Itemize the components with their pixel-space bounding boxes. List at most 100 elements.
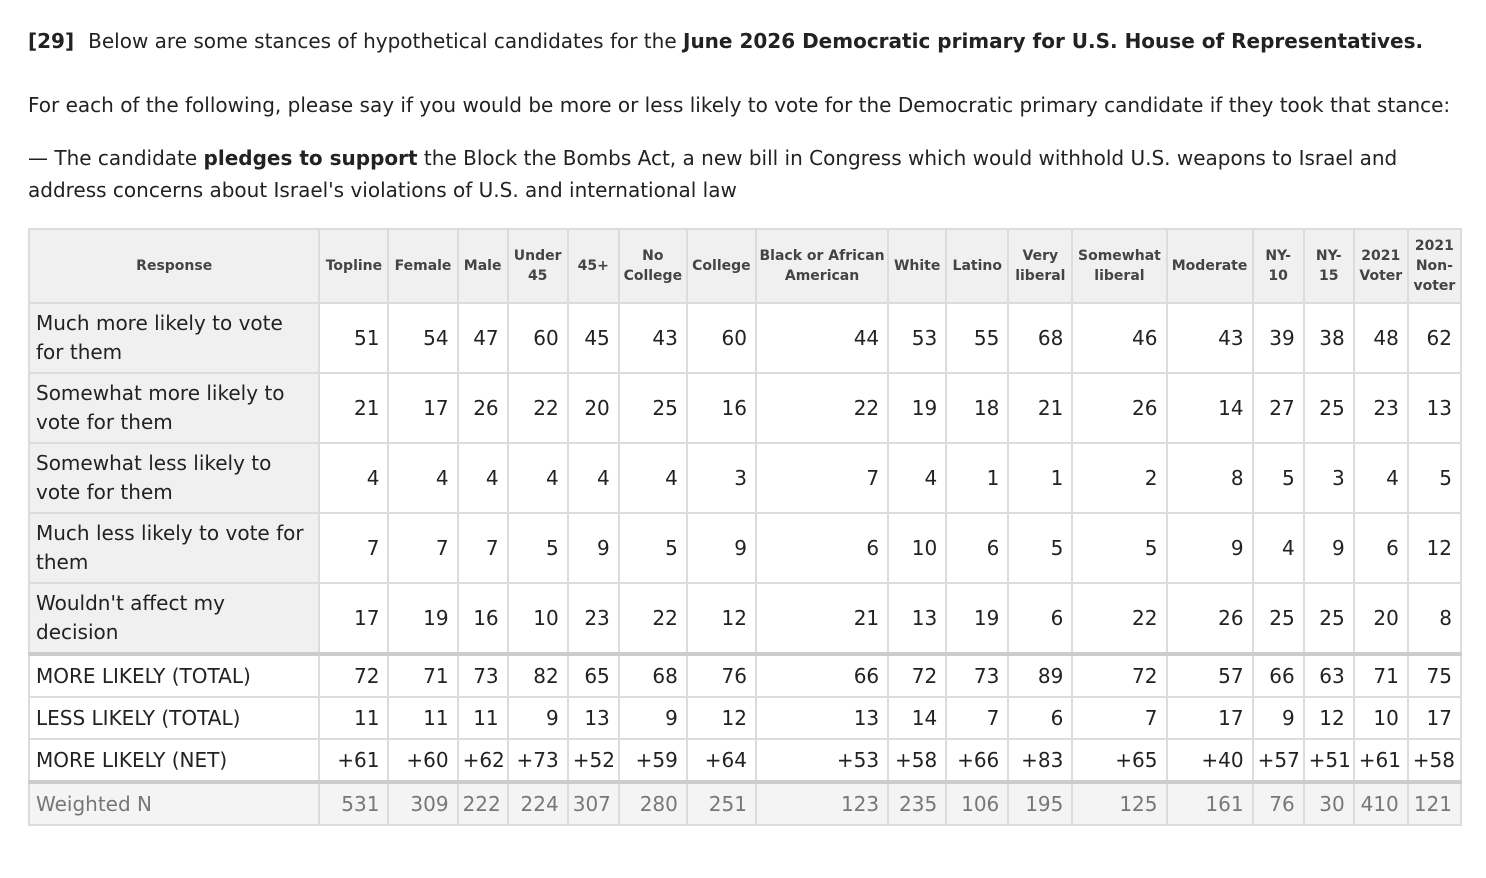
- table-cell: 10: [887, 512, 948, 584]
- table-cell: 161: [1165, 780, 1254, 826]
- table-cell: 60: [685, 302, 757, 374]
- table-cell: +57: [1251, 738, 1305, 783]
- table-cell: 82: [506, 652, 569, 698]
- table-cell: +64: [685, 738, 757, 783]
- table-cell: 66: [754, 652, 890, 698]
- table-cell: 5: [1071, 512, 1168, 584]
- table-cell: 25: [617, 372, 688, 444]
- table-cell: 307: [566, 780, 620, 826]
- table-cell: 17: [1406, 696, 1463, 740]
- row-label: LESS LIKELY (TOTAL): [27, 696, 321, 740]
- table-cell: 26: [1165, 582, 1254, 655]
- table-cell: 3: [1302, 442, 1355, 514]
- table-cell: 2: [1071, 442, 1168, 514]
- table-cell: +58: [1406, 738, 1463, 783]
- table-cell: 410: [1352, 780, 1409, 826]
- table-cell: 53: [887, 302, 948, 374]
- stance-bold: pledges to support: [203, 146, 418, 170]
- table-cell: 25: [1302, 582, 1355, 655]
- table-cell: 75: [1406, 652, 1463, 698]
- column-header: NY-15: [1302, 228, 1355, 304]
- table-cell: 5: [506, 512, 569, 584]
- table-cell: 48: [1352, 302, 1409, 374]
- question-instruction: For each of the following, please say if…: [28, 93, 1451, 117]
- table-cell: +65: [1071, 738, 1168, 783]
- table-cell: 531: [318, 780, 390, 826]
- table-cell: 9: [1302, 512, 1355, 584]
- table-cell: 13: [887, 582, 948, 655]
- table-cell: 27: [1251, 372, 1305, 444]
- table-cell: 73: [945, 652, 1010, 698]
- table-cell: 224: [506, 780, 569, 826]
- table-cell: +52: [566, 738, 620, 783]
- table-body: Much more likely to vote for them 51 54 47 6…: [27, 302, 1463, 826]
- row-label: Much more likely to vote for them: [27, 302, 321, 374]
- column-header: Latino: [945, 228, 1010, 304]
- table-cell: 7: [945, 696, 1010, 740]
- table-cell: 1: [1007, 442, 1074, 514]
- table-cell: 66: [1251, 652, 1305, 698]
- table-cell: 51: [318, 302, 390, 374]
- table-cell: 7: [456, 512, 509, 584]
- table-cell: 280: [617, 780, 688, 826]
- column-header: NY-10: [1251, 228, 1305, 304]
- table-cell: 47: [456, 302, 509, 374]
- table-cell: 55: [945, 302, 1010, 374]
- row-label: MORE LIKELY (NET): [27, 738, 321, 783]
- table-cell: 62: [1406, 302, 1463, 374]
- column-header: Moderate: [1165, 228, 1254, 304]
- table-cell: +83: [1007, 738, 1074, 783]
- table-cell: 20: [1352, 582, 1409, 655]
- summary-row: MORE LIKELY (TOTAL) 72 71 73 82 65 68 76 66 72 73 8…: [27, 652, 1463, 698]
- table-cell: 30: [1302, 780, 1355, 826]
- table-cell: 5: [1406, 442, 1463, 514]
- table-cell: 60: [506, 302, 569, 374]
- table-cell: 19: [887, 372, 948, 444]
- table-cell: 76: [685, 652, 757, 698]
- table-cell: 12: [685, 696, 757, 740]
- table-cell: 4: [887, 442, 948, 514]
- table-cell: 9: [617, 696, 688, 740]
- table-cell: 13: [566, 696, 620, 740]
- table-cell: 5: [617, 512, 688, 584]
- column-header: 45+: [566, 228, 620, 304]
- table-row: Somewhat more likely to vote for them 21 1…: [27, 372, 1463, 444]
- table-cell: 26: [456, 372, 509, 444]
- table-cell: 14: [1165, 372, 1254, 444]
- table-cell: 16: [685, 372, 757, 444]
- table-cell: 7: [1071, 696, 1168, 740]
- table-cell: 11: [387, 696, 459, 740]
- table-row: Wouldn't affect my decision 17 19 16 10 23 22 1…: [27, 582, 1463, 655]
- table-cell: +61: [318, 738, 390, 783]
- table-cell: 17: [387, 372, 459, 444]
- table-cell: 10: [506, 582, 569, 655]
- table-cell: 6: [754, 512, 890, 584]
- question-number: [29]: [28, 29, 75, 53]
- table-cell: 4: [617, 442, 688, 514]
- table-cell: 9: [685, 512, 757, 584]
- table-cell: +73: [506, 738, 569, 783]
- table-cell: 71: [1352, 652, 1409, 698]
- table-cell: 9: [1165, 512, 1254, 584]
- table-cell: 71: [387, 652, 459, 698]
- column-header: Male: [456, 228, 509, 304]
- table-cell: 7: [318, 512, 390, 584]
- table-cell: 39: [1251, 302, 1305, 374]
- table-cell: 72: [887, 652, 948, 698]
- row-label: Much less likely to vote for them: [27, 512, 321, 584]
- table-cell: 106: [945, 780, 1010, 826]
- table-cell: 10: [1352, 696, 1409, 740]
- table-cell: 4: [506, 442, 569, 514]
- table-cell: 6: [1007, 696, 1074, 740]
- table-cell: 4: [1251, 512, 1305, 584]
- table-cell: 4: [1352, 442, 1409, 514]
- table-cell: 4: [318, 442, 390, 514]
- table-cell: 22: [506, 372, 569, 444]
- table-cell: 17: [1165, 696, 1254, 740]
- table-cell: 46: [1071, 302, 1168, 374]
- table-cell: 43: [1165, 302, 1254, 374]
- table-cell: 22: [617, 582, 688, 655]
- table-cell: 68: [617, 652, 688, 698]
- table-cell: 23: [1352, 372, 1409, 444]
- table-cell: 54: [387, 302, 459, 374]
